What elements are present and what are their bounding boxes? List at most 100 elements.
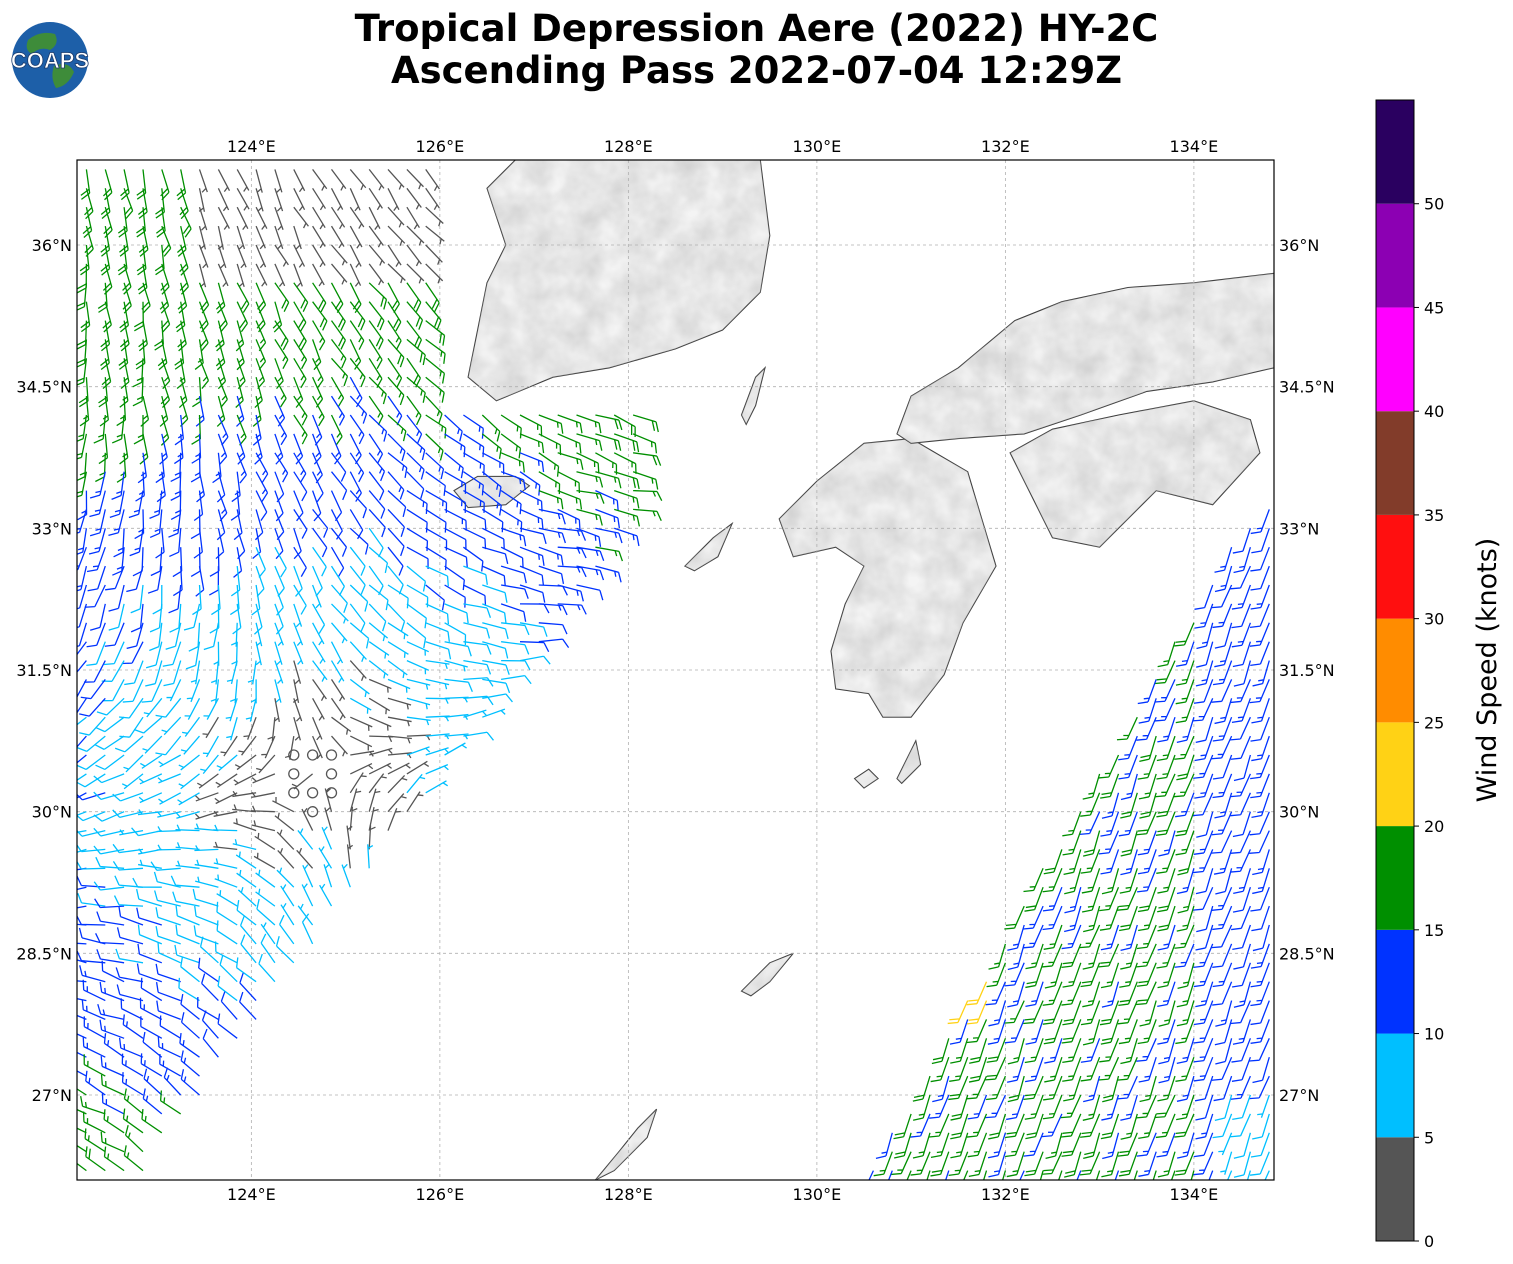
wind-barb [969,1038,988,1064]
wind-barb [214,792,238,805]
wind-barb [912,1170,931,1180]
wind-barb [1044,1056,1063,1083]
wind-barb [103,1109,125,1134]
wind-barb [1214,641,1233,668]
wind-barb [875,1132,893,1160]
wind-barb [149,603,163,633]
wind-barb [349,357,366,387]
wind-barb [136,888,162,907]
wind-barb [312,471,324,503]
wind-barb [966,1000,988,1025]
wind-barb [236,339,245,371]
wind-barb [79,244,90,276]
wind-barb [1024,886,1044,912]
wind-barb [1249,1038,1270,1062]
wind-barb [216,754,238,771]
lat-tick-label-left: 33°N [32,519,72,538]
wind-barb [614,471,640,490]
wind-barb [274,603,284,635]
wind-barb [1004,962,1025,987]
wind-barb [910,1113,931,1138]
wind-barb [1177,849,1195,876]
wind-barb [387,527,405,557]
wind-barb [77,999,87,1021]
wind-barb [84,188,94,220]
lon-tick-label-bottom: 124°E [227,1185,276,1204]
wind-barb [101,960,125,983]
wind-barb [1137,830,1157,856]
wind-barb [201,973,219,1002]
wind-barb [258,953,276,983]
wind-barb [1157,981,1176,1007]
wind-barb [330,376,345,408]
wind-barb [1156,735,1176,762]
wind-barb [1213,849,1233,875]
wind-barb [1137,886,1157,913]
wind-barb [210,660,220,685]
wind-barb [425,452,445,480]
wind-barb [325,768,338,780]
wind-barb [77,1036,87,1058]
wind-barb [132,877,162,888]
wind-barb [1102,1075,1120,1103]
wind-barb [387,716,412,727]
wind-barb [1023,868,1044,893]
wind-barb [595,490,619,511]
wind-barb [274,812,295,832]
wind-barb [1175,641,1195,667]
wind-barb [195,876,219,888]
wind-barb [96,911,125,926]
wind-barb [481,471,502,498]
colorbar-tick-label: 25 [1424,713,1444,732]
wind-barb [166,679,182,702]
lon-tick-label-top: 132°E [981,137,1030,156]
wind-barb [93,773,125,784]
wind-barb [1120,1094,1138,1121]
wind-barb [910,1151,931,1176]
wind-barb [312,263,325,287]
wind-barb [1211,735,1233,760]
wind-barb [1250,584,1270,610]
wind-barb [1119,962,1138,988]
wind-barb [387,490,407,518]
wind-barb [368,697,391,715]
wind-barb [1250,943,1270,969]
wind-barb [406,433,426,461]
wind-barb [80,301,91,333]
wind-barb [292,679,300,704]
wind-barb [188,622,201,652]
wind-barb [239,972,257,1002]
wind-barb [1257,1094,1270,1118]
wind-barb [444,433,466,458]
wind-barb [1212,716,1233,742]
wind-barb [90,603,106,631]
wind-barb [1193,754,1214,779]
wind-barb [1118,754,1138,780]
wind-barb [387,603,406,632]
wind-barb [1176,905,1195,932]
wind-barb [425,433,444,461]
wind-barb [1231,603,1252,629]
wind-barb [1081,887,1101,913]
wind-barb [280,902,295,926]
wind-barb [95,754,125,771]
wind-barb [77,884,87,894]
wind-barb [213,824,238,832]
wind-barb [118,339,129,370]
wind-barb [519,584,546,603]
wind-barb [1250,1000,1270,1026]
wind-barb [311,490,322,522]
wind-barb [137,263,148,295]
wind-barb [1255,1170,1270,1180]
lat-tick-label-right: 36°N [1279,236,1319,255]
wind-barb [481,433,502,460]
wind-barb [156,844,181,851]
wind-barb [1176,1094,1195,1121]
wind-barb [142,1088,163,1115]
wind-barb [77,932,87,945]
wind-barb [122,1014,144,1039]
wind-barb [239,991,257,1020]
wind-barb [108,509,125,537]
wind-barb [1156,849,1176,874]
